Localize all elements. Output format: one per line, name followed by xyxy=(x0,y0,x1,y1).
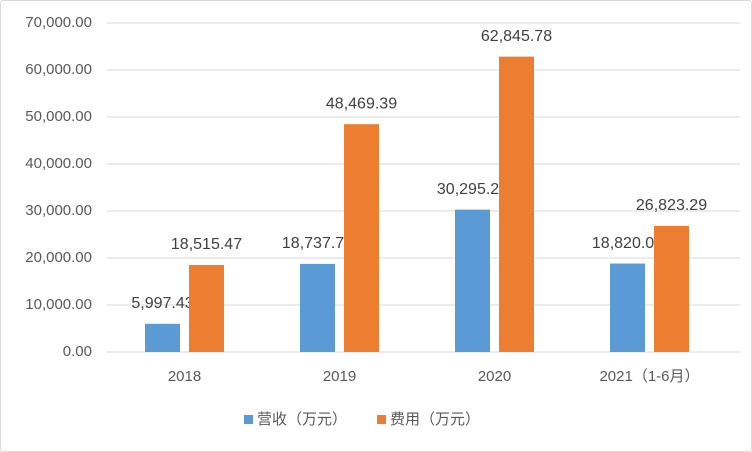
value-label: 18,820.05 xyxy=(592,235,663,252)
y-tick-label: 40,000.00 xyxy=(25,155,92,172)
bar xyxy=(300,263,335,352)
bar xyxy=(499,56,534,353)
legend-swatch xyxy=(377,415,387,424)
bar xyxy=(654,225,689,352)
y-tick-label: 20,000.00 xyxy=(25,249,92,266)
bar xyxy=(189,264,224,352)
legend-label: 费用（万元） xyxy=(390,411,480,428)
x-tick-label: 2018 xyxy=(168,368,201,385)
x-tick-label: 2021（1-6月） xyxy=(599,368,699,385)
bar xyxy=(344,124,379,352)
value-label: 62,845.78 xyxy=(481,28,552,45)
y-tick-label: 70,000.00 xyxy=(25,14,92,31)
y-tick-label: 10,000.00 xyxy=(25,296,92,313)
value-label: 5,997.43 xyxy=(131,295,193,312)
value-label: 18,737.76 xyxy=(282,235,353,252)
y-tick-label: 60,000.00 xyxy=(25,61,92,78)
bar xyxy=(145,323,180,352)
y-tick-label: 0.00 xyxy=(63,343,92,360)
x-tick-label: 2019 xyxy=(323,368,356,385)
value-label: 18,515.47 xyxy=(171,236,242,253)
value-label: 48,469.39 xyxy=(326,95,397,112)
bar xyxy=(455,209,490,352)
value-label: 26,823.29 xyxy=(636,197,707,214)
x-tick-label: 2020 xyxy=(478,368,511,385)
legend-swatch xyxy=(244,415,253,424)
y-tick-label: 50,000.00 xyxy=(25,108,92,125)
y-tick-label: 30,000.00 xyxy=(25,202,92,219)
legend-label: 营收（万元） xyxy=(257,411,347,428)
value-label: 30,295.23 xyxy=(437,181,508,198)
bar xyxy=(610,263,645,352)
